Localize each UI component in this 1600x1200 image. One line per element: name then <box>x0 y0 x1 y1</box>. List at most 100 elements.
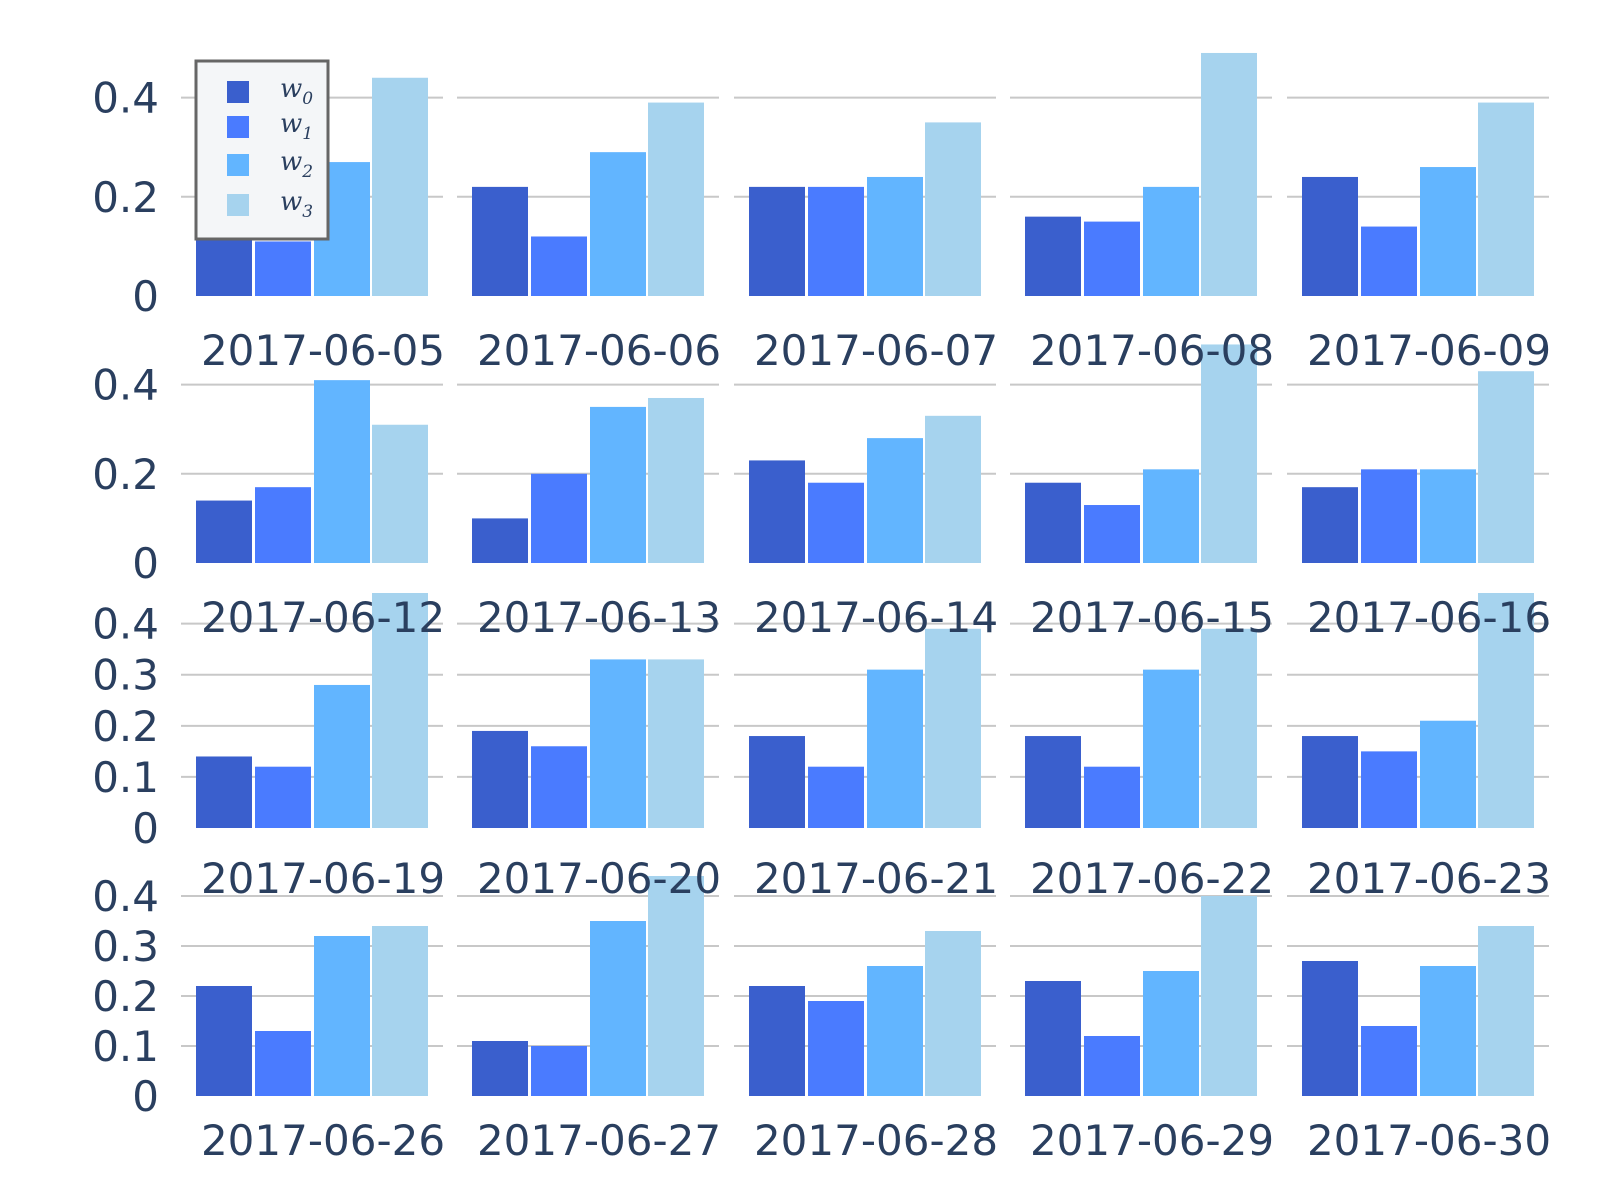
date-label: 2017-06-12 <box>201 593 445 642</box>
bar <box>1478 102 1534 296</box>
bar <box>1361 1026 1417 1096</box>
bar <box>590 406 646 563</box>
bar <box>867 669 923 828</box>
bar <box>472 518 528 563</box>
y-tick-label: 0 <box>132 272 159 321</box>
date-label: 2017-06-20 <box>477 854 721 903</box>
bar <box>749 186 805 296</box>
date-label: 2017-06-29 <box>1030 1116 1274 1165</box>
bar <box>531 1046 587 1096</box>
bar <box>749 460 805 563</box>
legend-swatch <box>227 81 249 103</box>
legend-label: w1 <box>280 109 313 144</box>
bar <box>1420 167 1476 296</box>
date-label: 2017-06-08 <box>1030 326 1274 375</box>
bar <box>372 593 428 828</box>
date-label: 2017-06-15 <box>1030 593 1274 642</box>
bar <box>590 152 646 296</box>
bar <box>925 415 981 563</box>
y-tick-label: 0 <box>132 804 159 853</box>
bar <box>196 986 252 1096</box>
legend-swatch <box>227 194 249 216</box>
bar <box>808 186 864 296</box>
bar <box>648 102 704 296</box>
bar <box>255 1031 311 1096</box>
bar <box>867 966 923 1096</box>
date-label: 2017-06-16 <box>1307 593 1551 642</box>
bar <box>648 876 704 1096</box>
bar <box>1302 736 1358 828</box>
bar <box>1361 226 1417 296</box>
date-label: 2017-06-21 <box>754 854 998 903</box>
bar <box>255 241 311 296</box>
date-label: 2017-06-05 <box>201 326 445 375</box>
date-label: 2017-06-14 <box>754 593 998 642</box>
bar <box>1201 52 1257 297</box>
y-tick-label: 0.1 <box>92 753 159 802</box>
bar <box>1420 469 1476 563</box>
bar <box>1084 505 1140 563</box>
bar <box>472 1041 528 1096</box>
bar <box>255 766 311 828</box>
bar <box>808 766 864 828</box>
bar <box>590 921 646 1096</box>
bar <box>1084 221 1140 296</box>
legend-label: w3 <box>280 187 313 222</box>
legend-swatch <box>227 116 249 138</box>
labels: 0 0.2 0.4 2017-06-05 2017-06-06 2017-06-07 201… <box>92 74 1551 1165</box>
bar <box>749 986 805 1096</box>
date-label: 2017-06-06 <box>477 326 721 375</box>
bar <box>1420 720 1476 828</box>
bar <box>531 236 587 296</box>
y-tick-label: 0.4 <box>92 361 159 410</box>
bar <box>1478 926 1534 1096</box>
bar <box>1143 186 1199 296</box>
y-tick-label: 0.1 <box>92 1022 159 1071</box>
date-label: 2017-06-22 <box>1030 854 1274 903</box>
bar <box>314 684 370 828</box>
bar <box>1478 593 1534 828</box>
bar <box>1302 176 1358 296</box>
date-label: 2017-06-09 <box>1307 326 1551 375</box>
bar <box>372 424 428 563</box>
bar <box>867 176 923 296</box>
date-label: 2017-06-07 <box>754 326 998 375</box>
bar <box>1143 469 1199 563</box>
bar <box>314 936 370 1096</box>
bar <box>808 1001 864 1096</box>
bar <box>1201 344 1257 563</box>
y-tick-label: 0.4 <box>92 74 159 123</box>
bar <box>808 482 864 563</box>
bar <box>1025 981 1081 1096</box>
bar <box>749 736 805 828</box>
bar <box>925 122 981 297</box>
bar <box>196 756 252 828</box>
bar <box>1361 469 1417 563</box>
bar <box>1420 966 1476 1096</box>
date-label: 2017-06-26 <box>201 1116 445 1165</box>
bar <box>1025 216 1081 296</box>
date-label: 2017-06-30 <box>1307 1116 1551 1165</box>
date-label: 2017-06-27 <box>477 1116 721 1165</box>
bar <box>1143 669 1199 828</box>
y-tick-label: 0.2 <box>92 173 159 222</box>
bar <box>925 628 981 828</box>
bar <box>1084 1036 1140 1096</box>
y-tick-label: 0.3 <box>92 922 159 971</box>
bar <box>867 438 923 563</box>
bar <box>1201 628 1257 828</box>
bar <box>196 500 252 563</box>
bar <box>648 659 704 828</box>
date-label: 2017-06-23 <box>1307 854 1551 903</box>
bar <box>1302 487 1358 563</box>
bar <box>648 397 704 563</box>
bar <box>1478 371 1534 563</box>
bar <box>314 380 370 563</box>
bar <box>372 926 428 1096</box>
bar <box>1361 751 1417 828</box>
date-label: 2017-06-13 <box>477 593 721 642</box>
bar <box>1025 736 1081 828</box>
date-label: 2017-06-28 <box>754 1116 998 1165</box>
